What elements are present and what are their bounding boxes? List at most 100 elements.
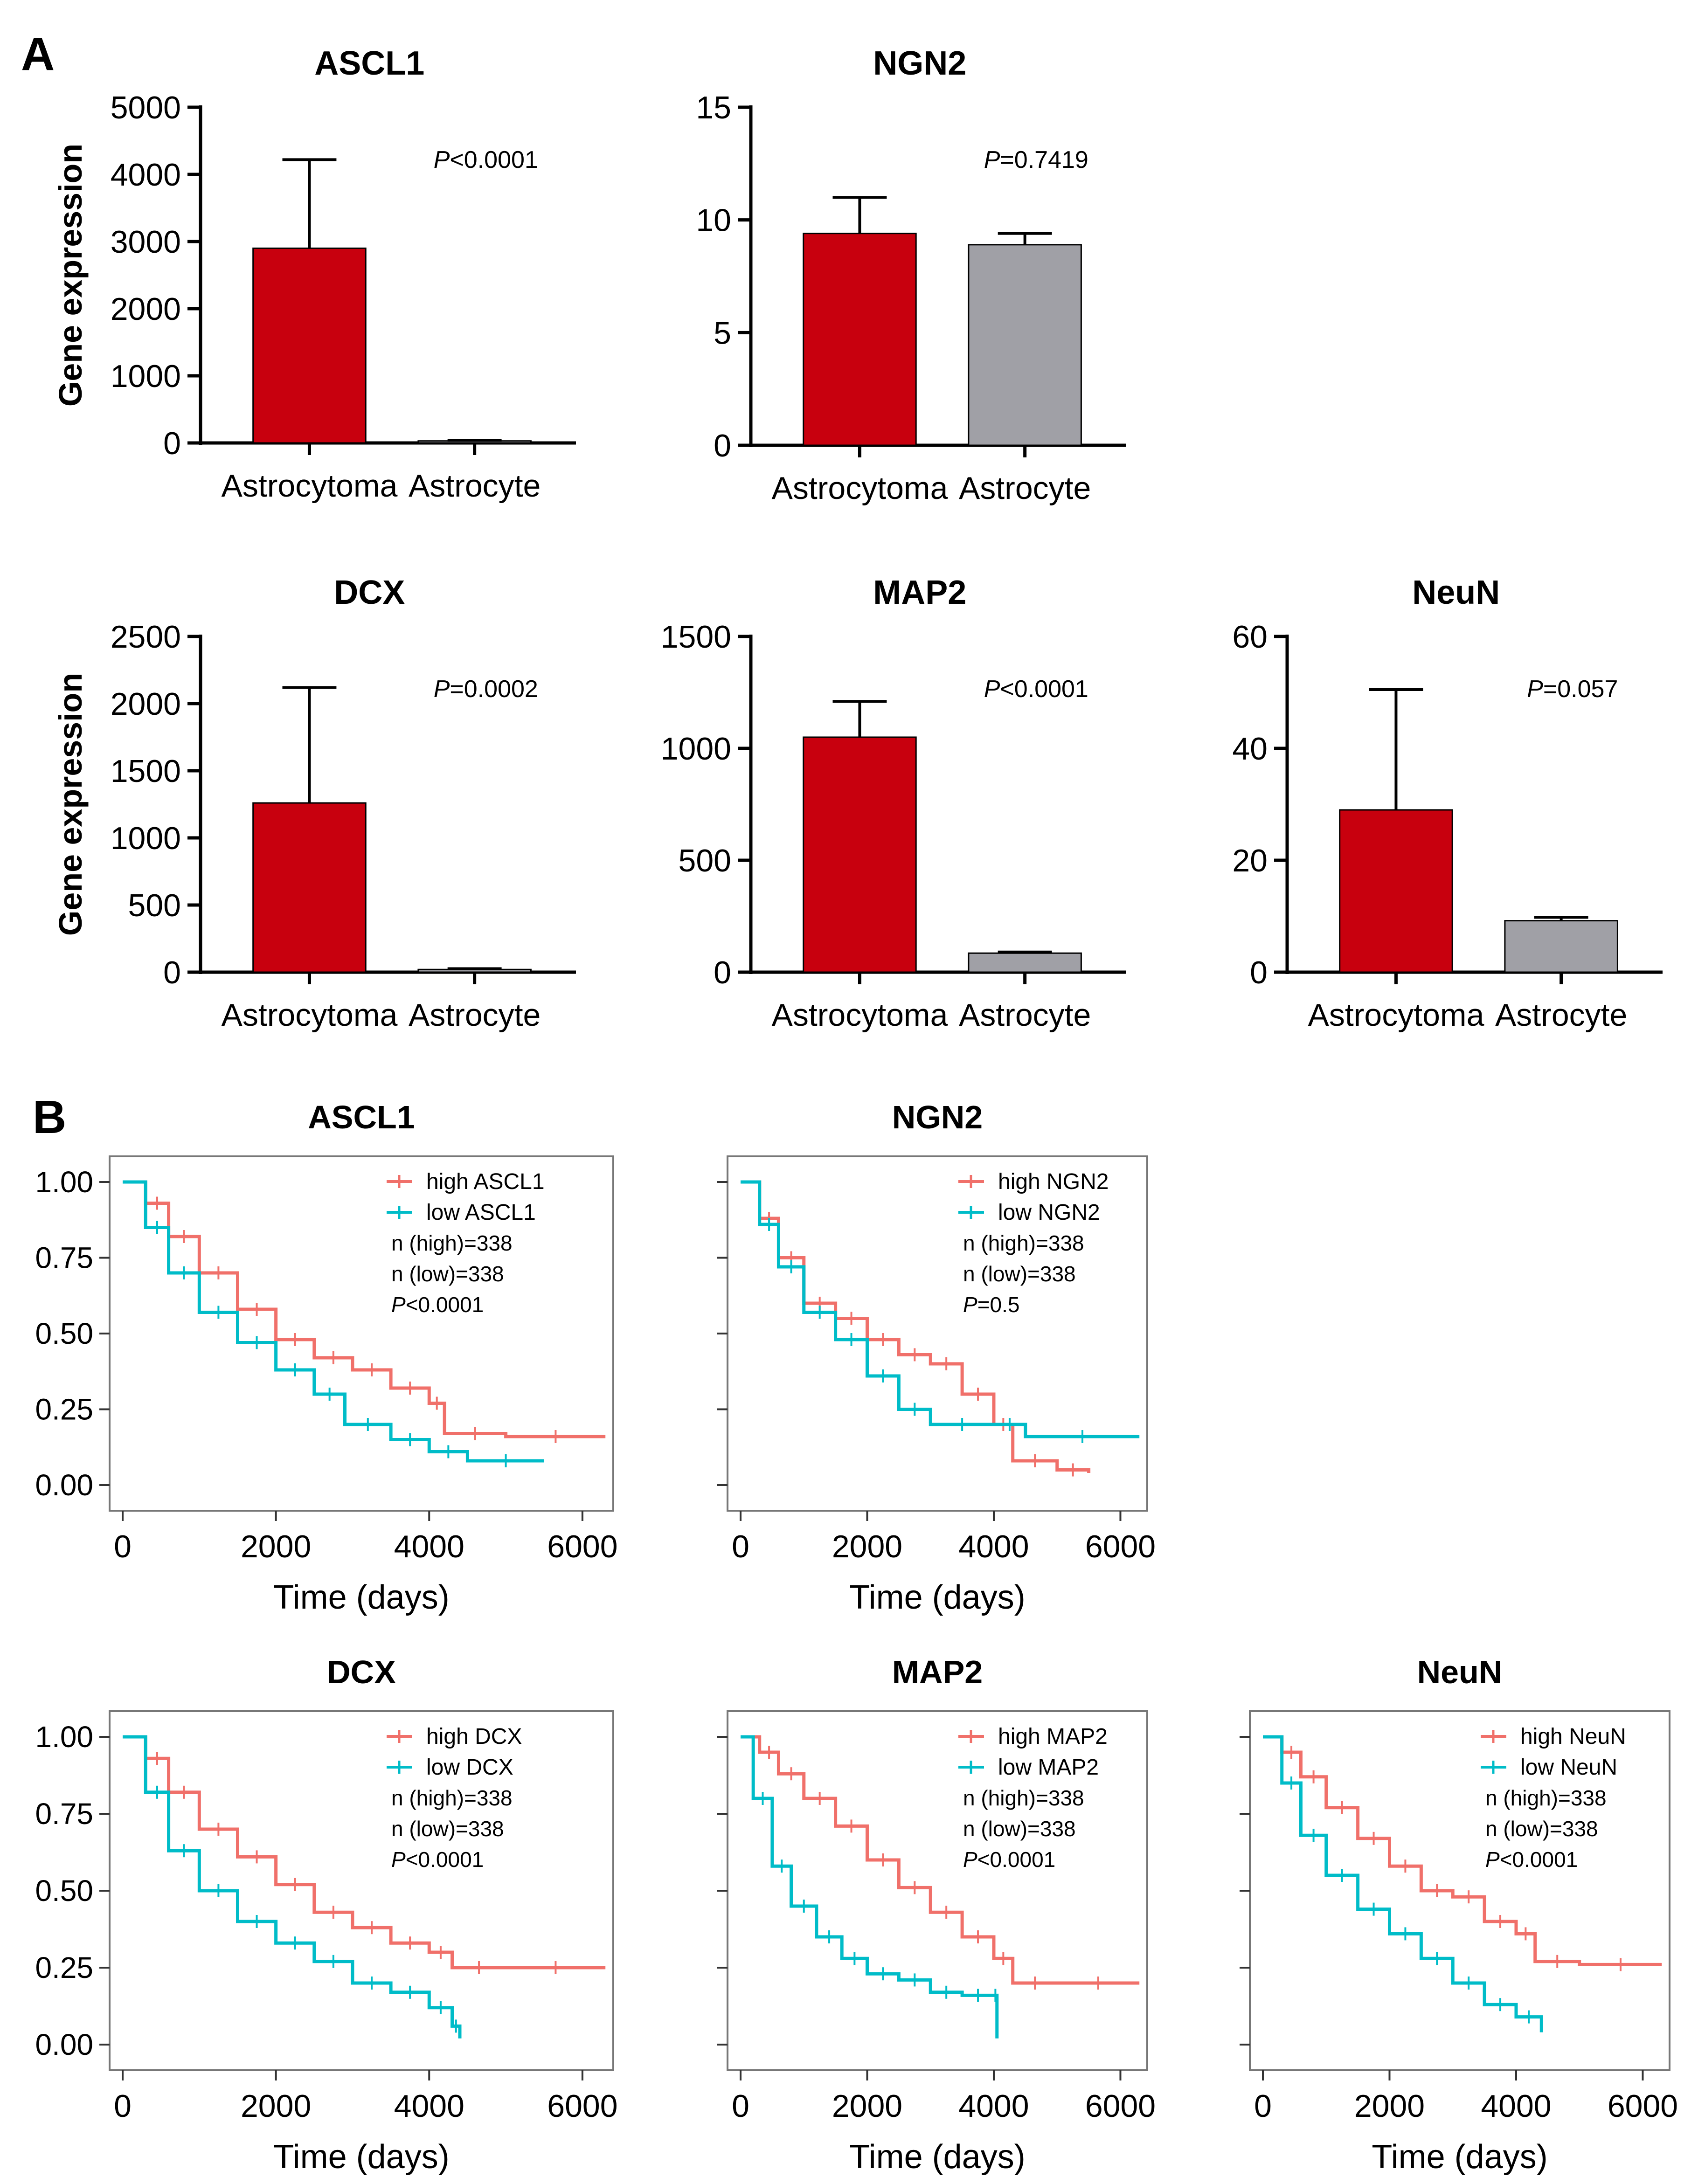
p-value-symbol: P	[984, 146, 1000, 173]
y-tick-label: 1.00	[35, 1165, 93, 1199]
p-value-text: <0.0001	[1500, 1847, 1578, 1872]
bar-astrocyte	[1504, 920, 1618, 973]
n-low-label: n (low)=338	[963, 1817, 1076, 1841]
category-label: Astrocyte	[1495, 997, 1627, 1033]
survival-chart-ascl1: ASCL1 0.00 0.25 0.50 0.75 1.00 0 2000 4000 6000 Ti…	[35, 1099, 617, 1616]
plot-frame	[109, 1710, 614, 2071]
survival-curve-high	[1263, 1735, 1662, 1966]
legend-label: low DCX	[426, 1755, 513, 1780]
y-tick-label: 0.25	[35, 1951, 93, 1984]
p-value-symbol: P	[391, 1847, 406, 1872]
chart-title: NeuN	[1417, 1654, 1503, 1690]
y-tick-label: 0.00	[35, 1468, 93, 1502]
p-value-text: =0.057	[1543, 676, 1618, 703]
y-tick-label: 0	[1250, 955, 1268, 990]
p-value: P<0.0001	[391, 1847, 484, 1872]
bar-astrocytoma	[252, 247, 367, 444]
y-tick-label: 1000	[661, 731, 731, 767]
plot-frame	[109, 1155, 614, 1512]
n-low-label: n (low)=338	[1485, 1817, 1598, 1841]
p-value-symbol: P	[984, 676, 1000, 703]
survival-curve-low	[123, 1735, 462, 2039]
chart-title: ASCL1	[314, 45, 424, 82]
y-tick-label: 3000	[111, 224, 181, 260]
legend-label: high NeuN	[1520, 1724, 1626, 1749]
x-tick-label: 6000	[547, 1529, 617, 1564]
bar-astrocytoma	[803, 233, 917, 446]
y-tick-label: 1000	[111, 821, 181, 856]
x-tick-label: 2000	[1354, 2088, 1425, 2124]
category-label: Astrocytoma	[222, 468, 398, 504]
x-tick-label: 4000	[1481, 2088, 1551, 2124]
x-tick-label: 2000	[832, 1529, 902, 1564]
x-axis-label: Time (days)	[1372, 2138, 1547, 2176]
survival-curve-high	[741, 1735, 1140, 1985]
n-low-label: n (low)=338	[963, 1262, 1076, 1286]
p-value-symbol: P	[1527, 676, 1543, 703]
p-value-text: =0.7419	[1000, 146, 1088, 173]
y-tick-label: 2500	[111, 619, 181, 655]
legend-label: low ASCL1	[426, 1200, 536, 1225]
y-tick-label: 1000	[111, 359, 181, 394]
x-tick-label: 4000	[958, 1529, 1029, 1564]
x-tick-label: 4000	[394, 2088, 464, 2124]
chart-title: MAP2	[892, 1654, 983, 1690]
x-tick-label: 0	[114, 1529, 132, 1564]
y-tick-label: 0	[163, 955, 181, 990]
category-label: Astrocytoma	[772, 470, 948, 506]
bar-chart-ngn2: NGN2 0 5 10 15 Astrocytoma Astrocyte P=0.7419	[696, 45, 1126, 506]
y-axis-label: Gene expression	[52, 144, 89, 407]
y-tick-label: 0.50	[35, 1317, 93, 1350]
bar-chart-ascl1: ASCL1 0 1000 2000 3000 4000 5000 Gene expressio…	[52, 45, 576, 504]
p-value: P=0.057	[1527, 676, 1618, 703]
p-value-symbol: P	[963, 1292, 977, 1317]
y-tick-label: 0.00	[35, 2028, 93, 2061]
legend-label: low NGN2	[998, 1200, 1100, 1225]
x-tick-label: 6000	[1085, 1529, 1156, 1564]
chart-title: DCX	[334, 574, 405, 611]
category-label: Astrocytoma	[222, 997, 398, 1033]
panel-label-b: B	[33, 1091, 66, 1143]
x-axis-label: Time (days)	[849, 1579, 1025, 1616]
legend-label: low NeuN	[1520, 1755, 1617, 1780]
y-tick-label: 10	[696, 203, 731, 238]
y-tick-label: 0.25	[35, 1393, 93, 1426]
x-axis-label: Time (days)	[849, 2138, 1025, 2176]
bar-chart-map2: MAP2 0 500 1000 1500 Astrocytoma Astrocyte P<0.…	[661, 574, 1126, 1033]
p-value: P=0.5	[963, 1292, 1020, 1317]
legend-label: high DCX	[426, 1724, 522, 1749]
x-tick-label: 2000	[832, 2088, 902, 2124]
x-tick-label: 0	[732, 2088, 749, 2124]
survival-curve-low	[741, 1735, 999, 2039]
y-tick-label: 15	[696, 90, 731, 125]
y-tick-label: 5	[714, 315, 731, 351]
p-value: P<0.0001	[434, 146, 538, 173]
y-axis-label: Gene expression	[52, 673, 89, 936]
y-tick-label: 1500	[111, 753, 181, 789]
p-value: P=0.0002	[434, 676, 538, 703]
legend-label: high NGN2	[998, 1169, 1109, 1194]
x-tick-label: 0	[114, 2088, 132, 2124]
x-tick-label: 4000	[394, 1529, 464, 1564]
y-tick-label: 2000	[111, 686, 181, 722]
chart-title: DCX	[327, 1654, 396, 1690]
y-tick-label: 0	[163, 426, 181, 461]
p-value-symbol: P	[963, 1847, 977, 1872]
bar-astrocytoma	[252, 802, 367, 973]
p-value: P<0.0001	[963, 1847, 1055, 1872]
bar-astrocyte	[968, 952, 1082, 973]
n-low-label: n (low)=338	[391, 1817, 504, 1841]
bar-chart-dcx: DCX 0 500 1000 1500 2000 2500 Gene expression As…	[52, 574, 576, 1033]
y-tick-label: 0.75	[35, 1241, 93, 1275]
p-value: P<0.0001	[391, 1292, 484, 1317]
survival-curve-low	[1263, 1735, 1543, 2032]
p-value-text: <0.0001	[406, 1292, 484, 1317]
p-value-text: <0.0001	[406, 1847, 484, 1872]
category-label: Astrocyte	[409, 468, 541, 504]
bar-astrocyte	[968, 244, 1082, 446]
bar-astrocytoma	[1339, 809, 1453, 973]
y-tick-label: 0	[714, 428, 731, 463]
y-tick-label: 1500	[661, 619, 731, 655]
y-tick-label: 40	[1232, 731, 1268, 767]
